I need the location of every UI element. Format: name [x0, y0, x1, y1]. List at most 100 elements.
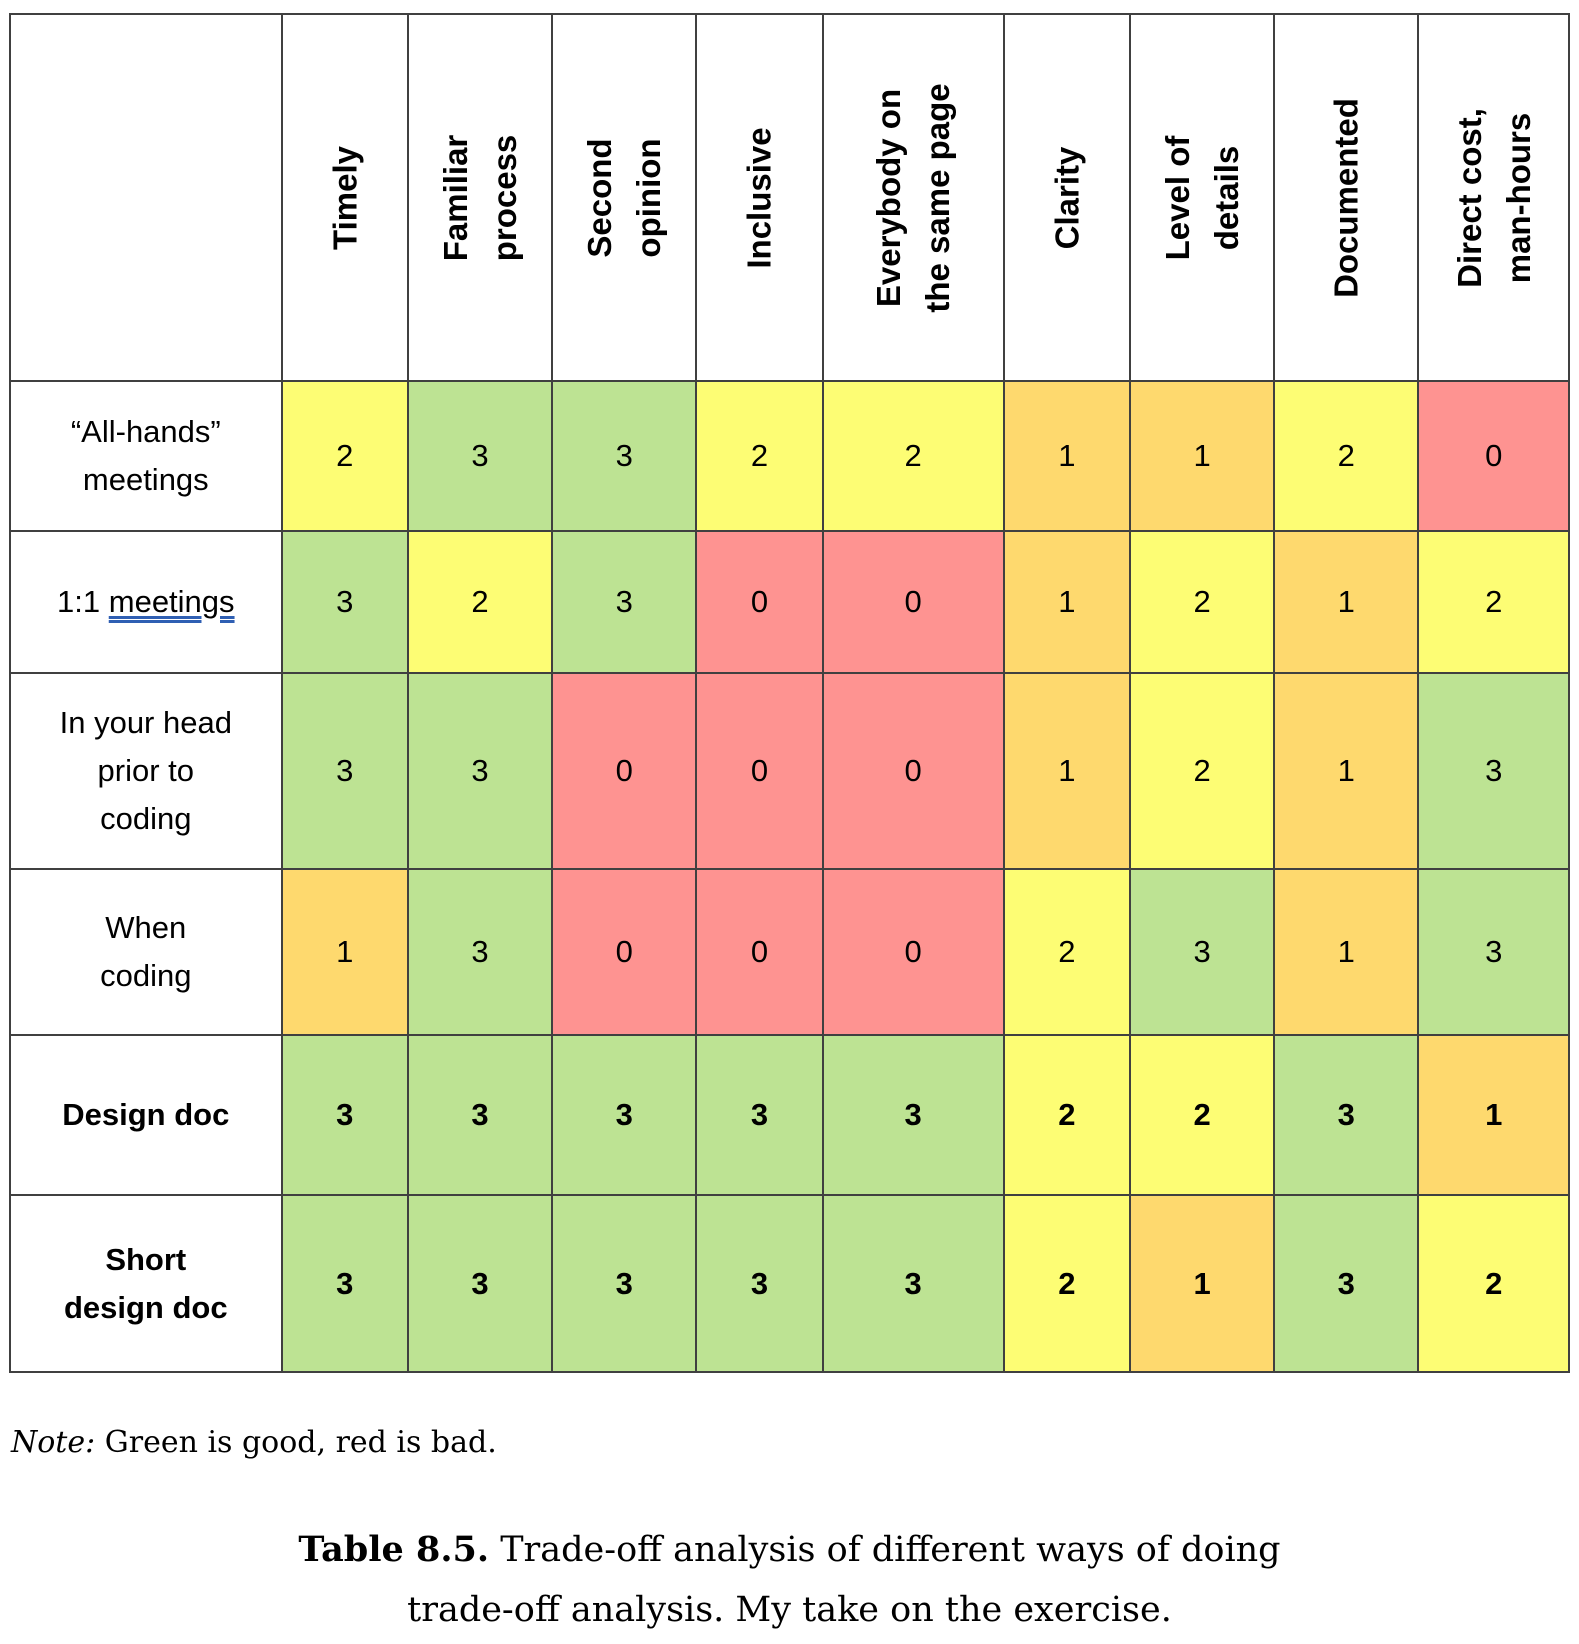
score-cell: 0 — [821, 530, 1005, 674]
column-header-label: Documented — [1322, 98, 1371, 298]
column-header-line: Inclusive — [740, 126, 778, 269]
score-cell: 2 — [406, 530, 554, 674]
score-cell: 3 — [821, 1034, 1005, 1196]
score-cell: 3 — [1417, 868, 1570, 1036]
column-header-label: Everybody on the same page — [864, 83, 962, 312]
row-label: Design doc — [9, 1034, 283, 1196]
table-body: “All-hands” meetings 2 3 3 2 2 1 1 2 0 1:1 meetings… — [9, 380, 1570, 1373]
score-cell: 2 — [1128, 1034, 1276, 1196]
column-header-line: Familiar — [436, 134, 474, 261]
score-cell: 0 — [695, 868, 824, 1036]
score-cell: 0 — [695, 672, 824, 870]
table-note: Note: Green is good, red is bad. — [11, 1425, 497, 1460]
row-label-line: coding — [100, 958, 192, 993]
score-cell: 2 — [1002, 1034, 1131, 1196]
row-label-line: In your head — [59, 705, 232, 740]
column-header: Timely — [280, 13, 409, 382]
column-header-label: Familiar process — [431, 134, 529, 261]
column-header-line: Second — [581, 137, 619, 258]
row-label: In your head prior to coding — [9, 672, 283, 870]
column-header-label: Second opinion — [575, 138, 673, 257]
score-cell: 0 — [821, 868, 1005, 1036]
score-cell: 2 — [1417, 530, 1570, 674]
row-label-line: 1:1 meetings — [11, 578, 281, 626]
column-header-line: man-hours — [1499, 112, 1537, 283]
score-cell: 3 — [551, 530, 698, 674]
caption-line-2: trade-off analysis. My take on the exerc… — [407, 1590, 1172, 1630]
table-row: Short design doc 3 3 3 3 3 2 1 3 2 — [9, 1194, 1570, 1373]
table-row: When coding 1 3 0 0 0 2 3 1 3 — [9, 868, 1570, 1036]
score-cell: 1 — [1128, 1194, 1276, 1373]
score-cell: 3 — [280, 672, 409, 870]
column-header: Clarity — [1002, 13, 1131, 382]
score-cell: 1 — [280, 868, 409, 1036]
column-header-line: the same page — [919, 82, 957, 313]
score-cell: 2 — [695, 380, 824, 532]
table-row: 1:1 meetings 3 2 3 0 0 1 2 1 2 — [9, 530, 1570, 674]
score-cell: 2 — [821, 380, 1005, 532]
score-cell: 1 — [1273, 672, 1420, 870]
column-header: Second opinion — [551, 13, 698, 382]
score-cell: 3 — [406, 380, 554, 532]
tradeoff-table-container: Timely Familiar process Second opinion Inclus… — [9, 13, 1570, 1373]
score-cell: 3 — [551, 1194, 698, 1373]
score-cell: 1 — [1417, 1034, 1570, 1196]
row-label-line-text: 1:1 meetings — [57, 584, 235, 619]
row-label-line: When — [105, 910, 187, 945]
score-cell: 1 — [1273, 530, 1420, 674]
score-cell: 0 — [695, 530, 824, 674]
row-label-line: design doc — [63, 1289, 228, 1325]
score-cell: 0 — [551, 868, 698, 1036]
score-cell: 2 — [1002, 868, 1131, 1036]
column-header-label: Level of details — [1153, 135, 1251, 260]
column-header: Everybody on the same page — [821, 13, 1005, 382]
column-header-line: details — [1208, 145, 1246, 250]
score-cell: 3 — [1417, 672, 1570, 870]
table-caption: Table 8.5. Trade-off analysis of differe… — [0, 1520, 1579, 1640]
tradeoff-table: Timely Familiar process Second opinion Inclus… — [9, 13, 1570, 1373]
header-row: Timely Familiar process Second opinion Inclus… — [9, 13, 1570, 382]
score-cell: 1 — [1128, 380, 1276, 532]
score-cell: 2 — [1002, 1194, 1131, 1373]
column-header-label: Inclusive — [735, 127, 784, 268]
column-header: Direct cost, man-hours — [1417, 13, 1570, 382]
score-cell: 2 — [1128, 530, 1276, 674]
score-cell: 0 — [1417, 380, 1570, 532]
score-cell: 3 — [406, 672, 554, 870]
score-cell: 3 — [280, 530, 409, 674]
score-cell: 3 — [280, 1194, 409, 1373]
score-cell: 3 — [1273, 1034, 1420, 1196]
score-cell: 3 — [406, 1194, 554, 1373]
score-cell: 3 — [821, 1194, 1005, 1373]
row-label-line: Design doc — [62, 1097, 230, 1132]
score-cell: 3 — [551, 1034, 698, 1196]
score-cell: 3 — [551, 380, 698, 532]
column-header-label: Clarity — [1042, 146, 1091, 249]
score-cell: 2 — [280, 380, 409, 532]
column-header-line: Direct cost, — [1450, 107, 1488, 288]
row-label-line: Short — [105, 1241, 187, 1277]
score-cell: 1 — [1002, 380, 1131, 532]
row-label-line: coding — [100, 801, 192, 836]
column-header-line: opinion — [630, 137, 668, 258]
column-header-label: Direct cost, man-hours — [1445, 108, 1543, 288]
column-header-line: Everybody on — [870, 88, 908, 307]
column-header-line: Documented — [1327, 97, 1365, 298]
row-label-line: “All-hands” — [70, 414, 221, 449]
score-cell: 2 — [1273, 380, 1420, 532]
row-label: When coding — [9, 868, 283, 1036]
score-cell: 2 — [1417, 1194, 1570, 1373]
row-label: “All-hands” meetings — [9, 380, 283, 532]
note-text: Green is good, red is bad. — [95, 1425, 497, 1460]
corner-cell — [9, 13, 283, 382]
score-cell: 3 — [406, 1034, 554, 1196]
score-cell: 0 — [551, 672, 698, 870]
table-row: Design doc 3 3 3 3 3 2 2 3 1 — [9, 1034, 1570, 1196]
caption-label: Table 8.5. — [298, 1529, 490, 1570]
row-label: Short design doc — [9, 1194, 283, 1373]
score-cell: 0 — [821, 672, 1005, 870]
score-cell: 3 — [280, 1034, 409, 1196]
underlined-word: meetings — [108, 584, 235, 619]
note-prefix: Note: — [11, 1425, 96, 1460]
row-label-line: meetings — [82, 462, 209, 497]
